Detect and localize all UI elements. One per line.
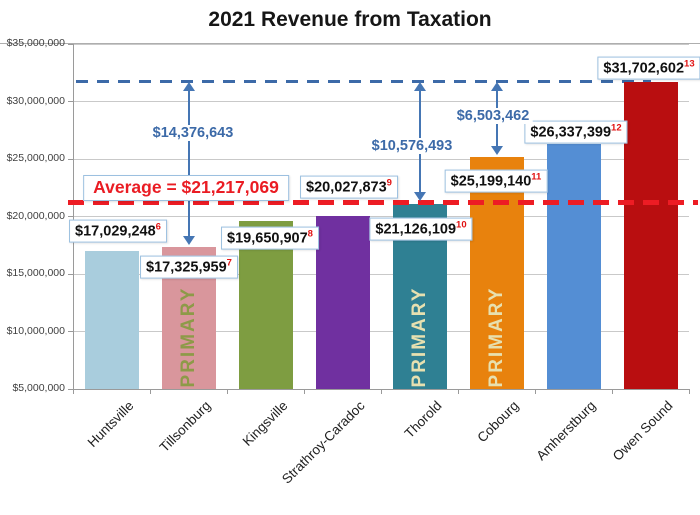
y-axis-label: $30,000,000 bbox=[6, 94, 65, 107]
x-axis-tick bbox=[227, 389, 228, 394]
average-line bbox=[68, 200, 698, 205]
y-axis-tick bbox=[68, 273, 73, 275]
footnote-number: 6 bbox=[155, 221, 161, 233]
arrow-up-head bbox=[490, 81, 503, 91]
y-axis-label: $5,000,000 bbox=[12, 382, 65, 394]
bar-value-label: $19,650,9078 bbox=[221, 226, 319, 250]
footnote-number: 10 bbox=[456, 219, 467, 231]
y-axis-tick bbox=[68, 388, 73, 390]
y-axis-label: $10,000,000 bbox=[6, 324, 65, 337]
footnote-number: 8 bbox=[307, 228, 313, 240]
bar-cobourg bbox=[469, 156, 524, 389]
y-axis-label: $20,000,000 bbox=[6, 209, 65, 222]
bar-value-label: $17,325,9597 bbox=[140, 255, 238, 279]
difference-arrow-label: $14,376,643 bbox=[149, 125, 237, 141]
x-axis-tick bbox=[612, 389, 613, 394]
bar-amherstburg bbox=[546, 143, 601, 389]
x-axis-tick bbox=[73, 389, 74, 394]
primary-label: PRIMARY bbox=[408, 286, 430, 388]
gridline bbox=[73, 43, 689, 45]
x-axis-tick bbox=[535, 389, 536, 394]
arrow-up-head bbox=[182, 81, 195, 91]
footnote-number: 12 bbox=[611, 122, 622, 134]
bar-value-label: $31,702,60213 bbox=[597, 56, 700, 80]
y-axis-tick bbox=[68, 158, 73, 160]
gridline bbox=[73, 158, 689, 160]
x-axis-tick bbox=[458, 389, 459, 394]
y-axis-tick bbox=[68, 216, 73, 217]
y-axis-tick bbox=[68, 101, 73, 102]
arrow-up-head bbox=[413, 81, 426, 91]
y-axis-tick bbox=[68, 331, 73, 332]
y-axis-tick bbox=[68, 43, 73, 45]
arrow-down-head bbox=[182, 236, 195, 246]
y-axis-label: $15,000,000 bbox=[6, 267, 65, 279]
primary-label: PRIMARY bbox=[177, 286, 199, 388]
y-axis-label: $25,000,000 bbox=[6, 152, 65, 164]
arrow-down-head bbox=[413, 191, 426, 201]
x-axis-tick bbox=[304, 389, 305, 394]
footnote-number: 13 bbox=[684, 58, 695, 70]
bar-strathroy-caradoc bbox=[315, 216, 370, 389]
x-axis-tick bbox=[150, 389, 151, 394]
bar-value-label: $17,029,2486 bbox=[69, 219, 167, 243]
bar-value-label: $26,337,39912 bbox=[524, 120, 628, 144]
x-axis-tick bbox=[689, 389, 690, 394]
average-label: Average = $21,217,069 bbox=[83, 175, 289, 201]
bar-owen-sound bbox=[623, 81, 678, 389]
chart-title: 2021 Revenue from Taxation bbox=[208, 8, 492, 31]
primary-label: PRIMARY bbox=[485, 286, 507, 388]
arrow-down-head bbox=[490, 145, 503, 155]
y-axis-label: $35,000,000 bbox=[6, 37, 65, 49]
gridline bbox=[73, 101, 689, 102]
bar-value-label: $20,027,8739 bbox=[300, 175, 398, 199]
footnote-number: 11 bbox=[531, 171, 542, 183]
difference-arrow-label: $6,503,462 bbox=[453, 108, 533, 124]
difference-arrow-label: $10,576,493 bbox=[368, 138, 456, 154]
bar-value-label: $21,126,10910 bbox=[369, 217, 473, 241]
gridline bbox=[73, 216, 689, 217]
footnote-number: 9 bbox=[386, 177, 392, 189]
bar-huntsville bbox=[84, 250, 139, 389]
difference-arrow bbox=[187, 83, 190, 244]
footnote-number: 7 bbox=[226, 257, 232, 269]
max-reference-line bbox=[76, 80, 651, 84]
bar-value-label: $25,199,14011 bbox=[444, 169, 548, 193]
gridline bbox=[73, 331, 689, 332]
y-axis-line bbox=[73, 44, 74, 389]
x-axis-tick bbox=[381, 389, 382, 394]
gridline bbox=[73, 273, 689, 275]
